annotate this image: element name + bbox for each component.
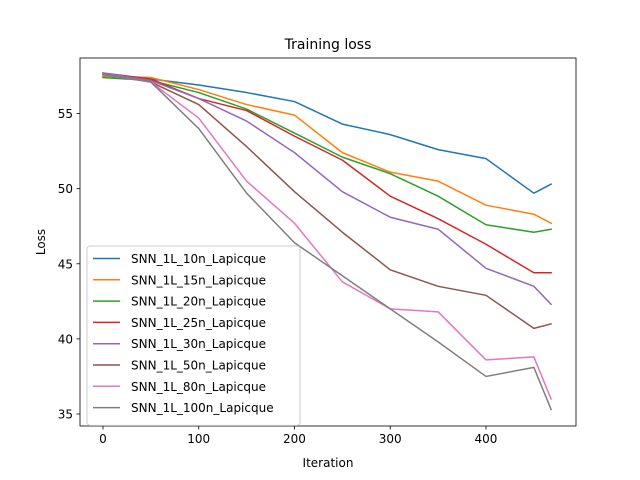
chart-title: Training loss: [284, 37, 372, 53]
legend-label-5: SNN_1L_30n_Lapicque: [131, 337, 266, 351]
x-axis-ticks: 0 100 200 300 400: [99, 426, 497, 446]
x-axis-label: Iteration: [303, 456, 354, 470]
y-tick-label: 45: [58, 257, 73, 271]
x-tick-label: 300: [379, 432, 402, 446]
x-tick-label: 0: [99, 432, 107, 446]
series-line-1: [102, 75, 553, 194]
series-line-3: [102, 76, 552, 233]
series-line-2: [102, 75, 553, 225]
y-tick-label: 50: [58, 182, 73, 196]
plot-frame: [79, 57, 577, 427]
legend-box: [86, 245, 301, 426]
series-line-6: [102, 73, 553, 330]
legend-label-3: SNN_1L_20n_Lapicque: [131, 295, 266, 309]
legend: SNN_1L_10n_Lapicque SNN_1L_15n_Lapicque SN…: [86, 245, 301, 426]
legend-label-6: SNN_1L_50n_Lapicque: [131, 359, 266, 373]
y-axis-label: Loss: [34, 229, 48, 255]
series-lines: [102, 72, 553, 411]
legend-label-4: SNN_1L_25n_Lapicque: [131, 316, 266, 330]
x-tick-label: 400: [475, 432, 498, 446]
series-line-5: [102, 72, 553, 306]
y-tick-label: 40: [58, 332, 73, 346]
y-tick-label: 35: [58, 407, 73, 421]
y-tick-label: 55: [58, 107, 73, 121]
series-line-7: [102, 73, 553, 400]
legend-label-8: SNN_1L_100n_Lapicque: [131, 401, 274, 415]
series-line-8: [102, 73, 553, 411]
legend-label-2: SNN_1L_15n_Lapicque: [131, 273, 266, 287]
x-tick-label: 100: [187, 432, 210, 446]
legend-label-7: SNN_1L_80n_Lapicque: [131, 380, 266, 394]
y-axis-ticks: 35 40 45 50 55: [58, 107, 80, 421]
x-tick-label: 200: [283, 432, 306, 446]
legend-label-1: SNN_1L_10n_Lapicque: [131, 252, 266, 266]
